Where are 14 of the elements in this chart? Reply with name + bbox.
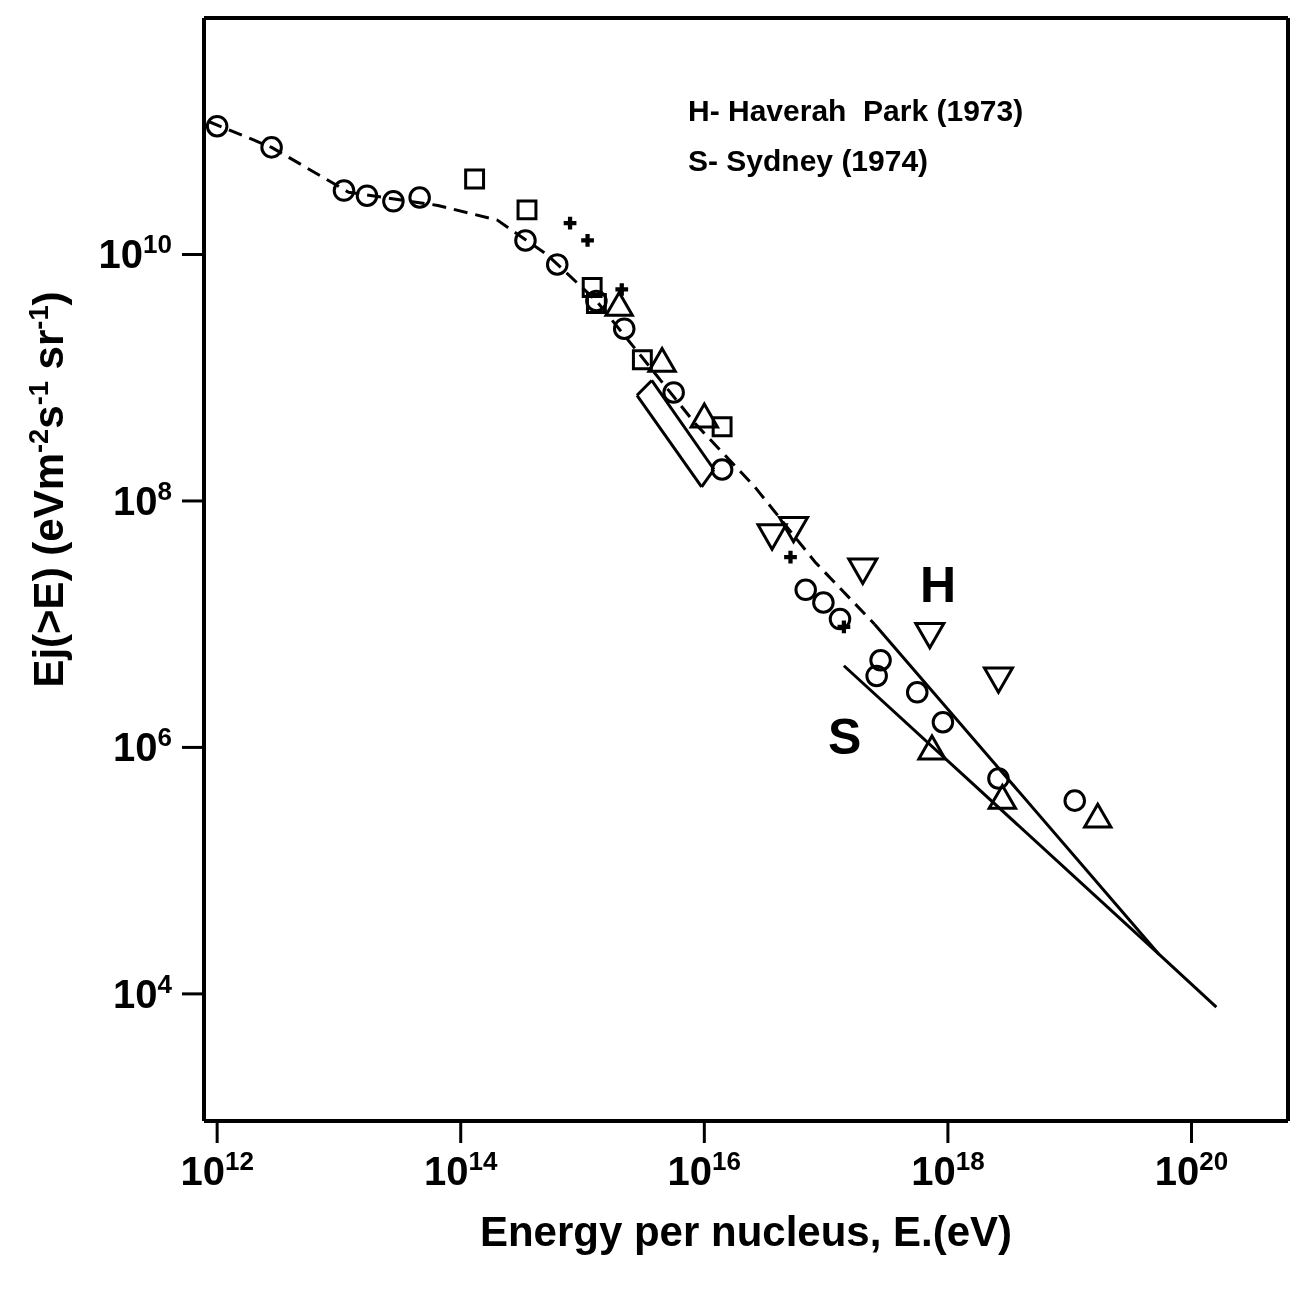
annotation: S — [828, 708, 862, 766]
x-tick-label: 10$^{20}$ — [1154, 1146, 1229, 1193]
annotation: S- Sydney (1974) — [688, 143, 930, 179]
x-tick-label: 10$^{18}$ — [911, 1146, 985, 1193]
x-tick-label: 10$^{16}$ — [667, 1146, 742, 1193]
y-tick-label: 10$^{4}$ — [113, 968, 173, 1016]
annotation: H- Haverah Park (1973) — [688, 93, 1024, 129]
y-tick-label: 10$^{6}$ — [113, 722, 172, 770]
x-tick-label: 10$^{14}$ — [424, 1146, 498, 1193]
y-tick-label: 10$^{10}$ — [98, 229, 172, 277]
x-tick-label: 10$^{12}$ — [180, 1146, 254, 1193]
x-axis-title: Energy per nucleus, E.(eV) — [479, 1208, 1013, 1255]
y-tick-label: 10$^{8}$ — [113, 475, 172, 523]
annotation: H — [920, 556, 957, 614]
